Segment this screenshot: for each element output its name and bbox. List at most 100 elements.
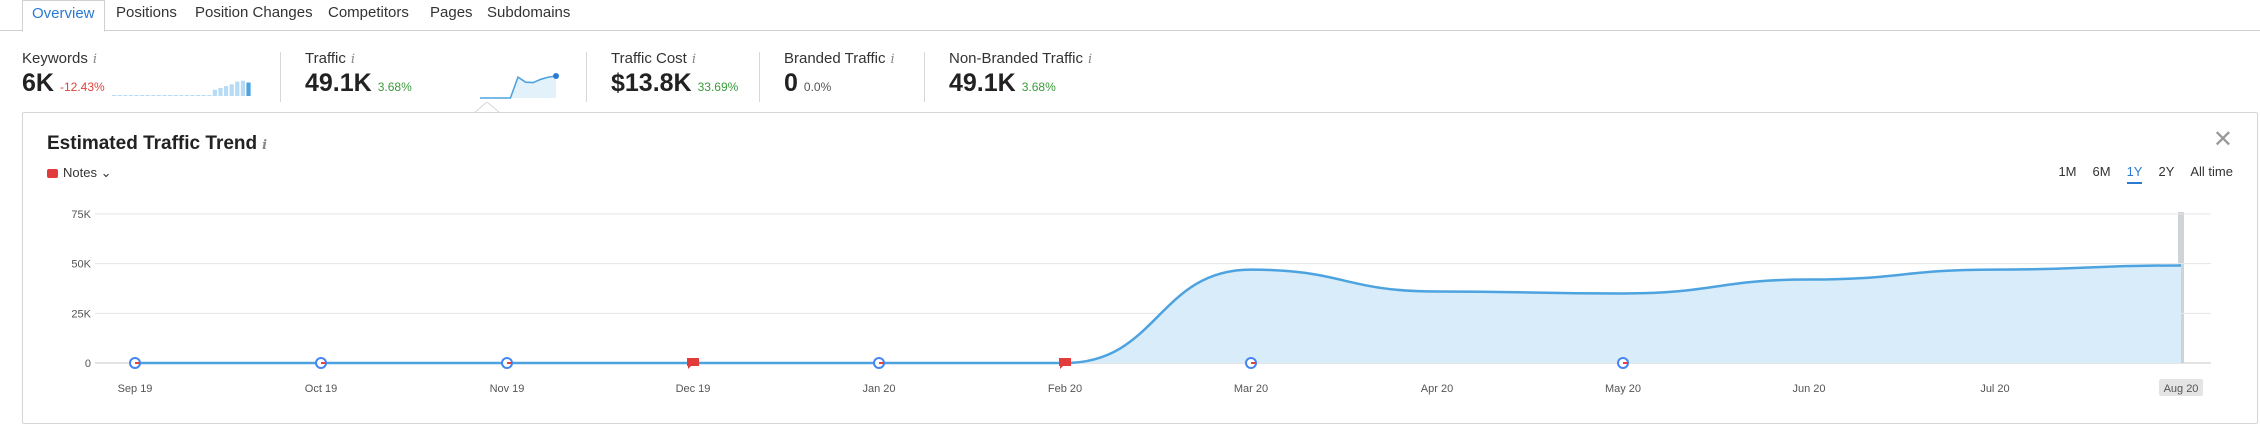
keywords-spark-bar bbox=[196, 95, 201, 96]
metric-divider bbox=[924, 52, 925, 102]
keywords-sparkline bbox=[112, 80, 251, 96]
metric-divider bbox=[759, 52, 760, 102]
range-1y[interactable]: 1Y bbox=[2126, 164, 2143, 184]
x-tick-label: Feb 20 bbox=[1048, 383, 1082, 395]
x-tick-label: Mar 20 bbox=[1234, 383, 1268, 395]
metric-title: Traffic bbox=[305, 50, 346, 67]
card-title-text: Estimated Traffic Trend bbox=[47, 133, 258, 154]
range-1m[interactable]: 1M bbox=[2058, 164, 2077, 179]
metric-keywords[interactable]: Keywords i 6K -12.43% bbox=[22, 50, 105, 98]
traffic-spark-line bbox=[480, 75, 557, 99]
metric-traffic-cost[interactable]: Traffic Cost i $13.8K 33.69% bbox=[611, 50, 738, 98]
chevron-down-icon: ⌄ bbox=[100, 165, 112, 180]
keywords-spark-bar bbox=[235, 81, 240, 96]
keywords-spark-bar bbox=[190, 95, 195, 96]
metric-delta: 3.68% bbox=[1021, 80, 1056, 94]
tab-overview[interactable]: Overview bbox=[22, 0, 105, 32]
keywords-spark-bar bbox=[151, 95, 156, 96]
keywords-spark-bar bbox=[123, 95, 128, 96]
report-tabs: Overview Positions Position Changes Comp… bbox=[0, 0, 2260, 32]
info-icon[interactable]: i bbox=[1087, 52, 1093, 67]
x-tick-label: Jan 20 bbox=[862, 383, 895, 395]
keywords-spark-bar bbox=[134, 95, 139, 96]
keywords-spark-bar bbox=[246, 82, 251, 96]
x-tick-label: Jul 20 bbox=[1980, 383, 2009, 395]
note-flag-icon bbox=[47, 169, 58, 178]
keywords-spark-bar bbox=[140, 95, 145, 96]
keywords-spark-bar bbox=[218, 87, 223, 96]
tab-pages[interactable]: Pages bbox=[430, 4, 473, 21]
keywords-spark-bar bbox=[240, 80, 245, 96]
x-tick-label: May 20 bbox=[1605, 383, 1641, 395]
traffic-trend-card: Estimated Traffic Trend i Notes ⌄ ✕ 1M 6M 1… bbox=[22, 112, 2258, 424]
keywords-spark-bar bbox=[128, 95, 133, 96]
x-tick-label: Apr 20 bbox=[1421, 383, 1453, 395]
traffic-sparkline bbox=[480, 73, 559, 99]
y-tick-label: 25K bbox=[71, 308, 91, 320]
metric-value: 49.1K bbox=[305, 69, 372, 97]
keywords-spark-bar bbox=[145, 95, 150, 96]
metric-value: 0 bbox=[784, 69, 798, 97]
y-tick-label: 50K bbox=[71, 259, 91, 271]
metric-value: $13.8K bbox=[611, 69, 692, 97]
close-icon[interactable]: ✕ bbox=[2212, 126, 2233, 153]
info-icon[interactable]: i bbox=[691, 52, 697, 67]
metric-divider bbox=[586, 52, 587, 102]
keywords-spark-bar bbox=[201, 95, 206, 96]
metric-value: 49.1K bbox=[949, 69, 1016, 97]
metric-title: Non-Branded Traffic bbox=[949, 50, 1083, 67]
tab-positions[interactable]: Positions bbox=[116, 4, 177, 21]
info-icon[interactable]: i bbox=[890, 52, 895, 67]
metric-traffic[interactable]: Traffic i 49.1K 3.68% bbox=[305, 50, 412, 98]
info-icon[interactable]: i bbox=[350, 52, 356, 67]
range-selector: 1M 6M 1Y 2Y All time bbox=[2042, 163, 2233, 184]
range-6m[interactable]: 6M bbox=[2092, 164, 2111, 179]
metric-divider bbox=[280, 52, 281, 102]
y-tick-label: 0 bbox=[85, 358, 91, 370]
y-tick-label: 75K bbox=[71, 209, 91, 221]
range-all-time[interactable]: All time bbox=[2190, 164, 2233, 179]
trend-line bbox=[134, 264, 2182, 365]
traffic-trend-chart[interactable]: 0 25K 50K 75K Sep 19 Oct 19 Nov 19 Dec 19 Jan 20… bbox=[23, 113, 2257, 423]
metric-delta: -12.43% bbox=[59, 80, 105, 94]
x-tick-label: Sep 19 bbox=[118, 383, 153, 395]
keywords-spark-bar bbox=[179, 95, 184, 96]
metric-title: Branded Traffic bbox=[784, 50, 886, 67]
keywords-spark-bar bbox=[156, 95, 161, 96]
metric-title: Keywords bbox=[22, 50, 88, 67]
tab-competitors[interactable]: Competitors bbox=[328, 4, 409, 21]
keywords-spark-bar bbox=[112, 95, 117, 96]
metric-value: 6K bbox=[22, 69, 54, 97]
trend-area bbox=[135, 265, 2181, 363]
tab-position-changes[interactable]: Position Changes bbox=[195, 4, 313, 21]
range-2y[interactable]: 2Y bbox=[2158, 164, 2175, 179]
metric-delta: 33.69% bbox=[697, 80, 739, 94]
info-icon[interactable]: i bbox=[262, 138, 268, 153]
x-tick-label: Oct 19 bbox=[305, 383, 337, 395]
note-flag-icon bbox=[687, 358, 699, 369]
metric-delta: 3.68% bbox=[377, 80, 412, 94]
keywords-spark-bar bbox=[168, 95, 173, 96]
metric-branded-traffic[interactable]: Branded Traffic i 0 0.0% bbox=[784, 50, 895, 98]
notes-label: Notes bbox=[63, 165, 97, 180]
keywords-spark-bar bbox=[184, 95, 189, 96]
x-tick-label: Dec 19 bbox=[676, 383, 711, 395]
x-tick-label: Aug 20 bbox=[2164, 383, 2199, 395]
keywords-spark-bar bbox=[207, 95, 212, 96]
keywords-spark-bar bbox=[117, 95, 122, 96]
notes-dropdown[interactable]: Notes ⌄ bbox=[47, 165, 112, 181]
x-tick-label: Nov 19 bbox=[490, 383, 525, 395]
metric-delta: 0.0% bbox=[803, 80, 832, 94]
tab-subdomains[interactable]: Subdomains bbox=[487, 4, 571, 21]
keywords-spark-bar bbox=[212, 89, 217, 96]
x-label-highlight bbox=[2159, 379, 2203, 396]
info-icon[interactable]: i bbox=[92, 52, 98, 67]
keywords-spark-bar bbox=[162, 95, 167, 96]
x-tick-label: Jun 20 bbox=[1792, 383, 1825, 395]
note-flag-icon bbox=[1059, 358, 1071, 369]
metric-non-branded-traffic[interactable]: Non-Branded Traffic i 49.1K 3.68% bbox=[949, 50, 1092, 98]
metric-title: Traffic Cost bbox=[611, 50, 687, 67]
traffic-spark-point bbox=[553, 73, 559, 79]
keywords-spark-bar bbox=[173, 95, 178, 96]
card-pointer bbox=[474, 102, 500, 114]
